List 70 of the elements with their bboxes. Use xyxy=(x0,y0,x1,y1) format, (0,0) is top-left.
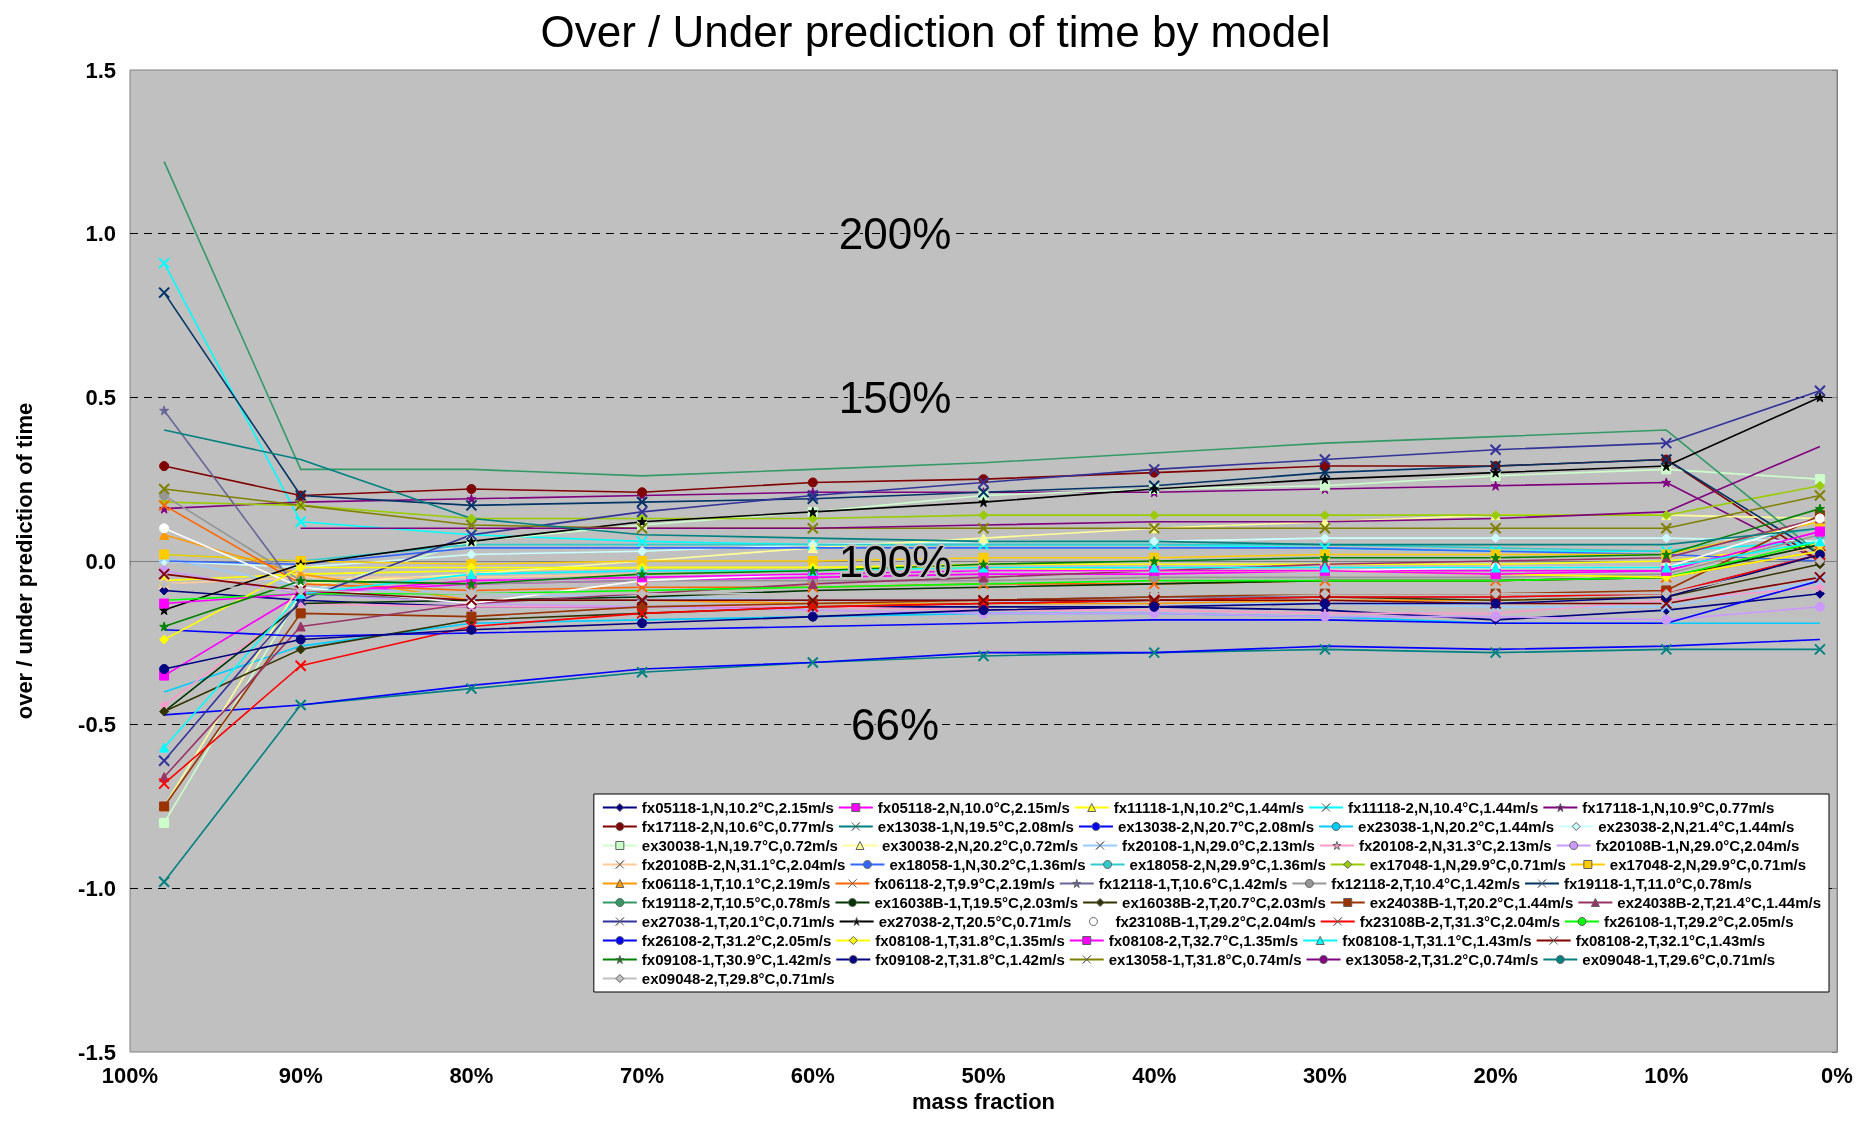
annotation: 150% xyxy=(838,372,952,422)
y-tick-label: 0.0 xyxy=(85,548,116,574)
x-tick-label: 40% xyxy=(1132,1062,1177,1088)
annotation: 200% xyxy=(838,209,952,259)
x-tick-label: 20% xyxy=(1473,1062,1518,1088)
legend-label: ex13038-2,N,20.7°C,2.08m/s xyxy=(1117,818,1315,835)
legend-label: ex27038-1,T,20.1°C,0.71m/s xyxy=(641,913,835,930)
legend-label: ex18058-1,N,30.2°C,1.36m/s xyxy=(889,856,1086,873)
y-tick-label: -1.0 xyxy=(78,875,116,901)
legend-label: ex27038-2,T,20.5°C,0.71m/s xyxy=(878,913,1072,930)
annotation: 66% xyxy=(850,700,940,750)
legend-label: fx19118-2,T,10.5°C,0.78m/s xyxy=(641,894,831,911)
x-tick-label: 90% xyxy=(278,1062,323,1088)
legend-label: ex24038B-1,T,20.2°C,1.44m/s xyxy=(1369,894,1574,911)
legend-label: fx17118-2,N,10.6°C,0.77m/s xyxy=(641,818,834,835)
x-tick-label: 80% xyxy=(449,1062,494,1088)
legend-label: fx19118-1,T,11.0°C,0.78m/s xyxy=(1564,875,1752,892)
x-tick-label: 0% xyxy=(1821,1062,1853,1088)
legend-label: fx06118-1,T,10.1°C,2.19m/s xyxy=(641,875,831,892)
legend-label: ex09048-2,T,29.8°C,0.71m/s xyxy=(641,970,835,987)
legend-label: fx12118-2,T,10.4°C,1.42m/s xyxy=(1331,875,1521,892)
legend-label: fx26108-1,T,29.2°C,2.05m/s xyxy=(1604,913,1794,930)
legend-label: fx08108-2,T,32.7°C,1.35m/s xyxy=(1108,932,1299,949)
legend-label: fx11118-2,N,10.4°C,1.44m/s xyxy=(1348,799,1539,816)
legend-label: ex24038B-2,T,21.4°C,1.44m/s xyxy=(1617,894,1822,911)
x-tick-label: 30% xyxy=(1302,1062,1347,1088)
legend-label: fx09108-2,T,31.8°C,1.42m/s xyxy=(875,951,1065,968)
x-tick-label: 70% xyxy=(620,1062,665,1088)
x-tick-label: 10% xyxy=(1644,1062,1689,1088)
legend-label: ex17048-2,N,29.9°C,0.71m/s xyxy=(1609,856,1806,873)
legend-label: fx20108-1,N,29.0°C,2.13m/s xyxy=(1122,837,1315,854)
legend-label: ex17048-1,N,29.9°C,0.71m/s xyxy=(1369,856,1566,873)
legend-label: ex13058-1,T,31.8°C,0.74m/s xyxy=(1108,951,1302,968)
legend-label: ex30038-2,N,20.2°C,0.72m/s xyxy=(881,837,1079,854)
legend-label: fx09108-1,T,30.9°C,1.42m/s xyxy=(641,951,832,968)
y-tick-label: 1.0 xyxy=(85,221,116,247)
legend-label: fx20108-2,N,31.3°C,2.13m/s xyxy=(1358,837,1552,854)
y-tick-label: 1.5 xyxy=(85,57,116,83)
x-tick-label: 60% xyxy=(790,1062,835,1088)
y-tick-label: 0.5 xyxy=(85,384,116,410)
legend-label: ex23038-1,N,20.2°C,1.44m/s xyxy=(1358,818,1555,835)
legend-label: fx26108-2,T,31.2°C,2.05m/s xyxy=(641,932,832,949)
legend-label: ex13058-2,T,31.2°C,0.74m/s xyxy=(1345,951,1539,968)
legend-label: fx08108-2,T,32.1°C,1.43m/s xyxy=(1575,932,1766,949)
legend-label: ex23038-2,N,21.4°C,1.44m/s xyxy=(1598,818,1795,835)
legend-label: fx05118-1,N,10.2°C,2.15m/s xyxy=(641,799,834,816)
x-axis-title: mass fraction xyxy=(911,1089,1056,1115)
legend-label: fx11118-1,N,10.2°C,1.44m/s xyxy=(1113,799,1305,816)
y-axis-title: over / under prediction of time xyxy=(11,402,37,720)
legend-label: fx20108B-2,N,31.1°C,2.04m/s xyxy=(641,856,846,873)
legend-label: ex18058-2,N,29.9°C,1.36m/s xyxy=(1129,856,1326,873)
legend-label: fx05118-2,N,10.0°C,2.15m/s xyxy=(877,799,1070,816)
legend-label: fx23108B-2,T,31.3°C,2.04m/s xyxy=(1359,913,1561,930)
legend-label: fx17118-1,N,10.9°C,0.77m/s xyxy=(1582,799,1775,816)
legend-label: ex30038-1,N,19.7°C,0.72m/s xyxy=(641,837,838,854)
y-tick-label: -1.5 xyxy=(78,1039,116,1065)
chart-title: Over / Under prediction of time by model xyxy=(540,6,1331,56)
legend-label: fx20108B-1,N,29.0°C,2.04m/s xyxy=(1595,837,1800,854)
legend-label: fx08108-1,T,31.8°C,1.35m/s xyxy=(875,932,1065,949)
legend-label: ex16038B-1,T,19.5°C,2.03m/s xyxy=(874,894,1079,911)
x-tick-label: 100% xyxy=(101,1062,159,1088)
legend-label: ex16038B-2,T,20.7°C,2.03m/s xyxy=(1122,894,1326,911)
legend-label: fx23108B-1,T,29.2°C,2.04m/s xyxy=(1115,913,1316,930)
legend-label: ex09048-1,T,29.6°C,0.71m/s xyxy=(1582,951,1776,968)
legend-label: ex13038-1,N,19.5°C,2.08m/s xyxy=(877,818,1074,835)
legend-label: fx12118-1,T,10.6°C,1.42m/s xyxy=(1098,875,1288,892)
legend-label: fx06118-2,T,9.9°C,2.19m/s xyxy=(874,875,1055,892)
legend-label: fx08108-1,T,31.1°C,1.43m/s xyxy=(1342,932,1532,949)
y-tick-label: -0.5 xyxy=(78,712,116,738)
x-tick-label: 50% xyxy=(961,1062,1006,1088)
